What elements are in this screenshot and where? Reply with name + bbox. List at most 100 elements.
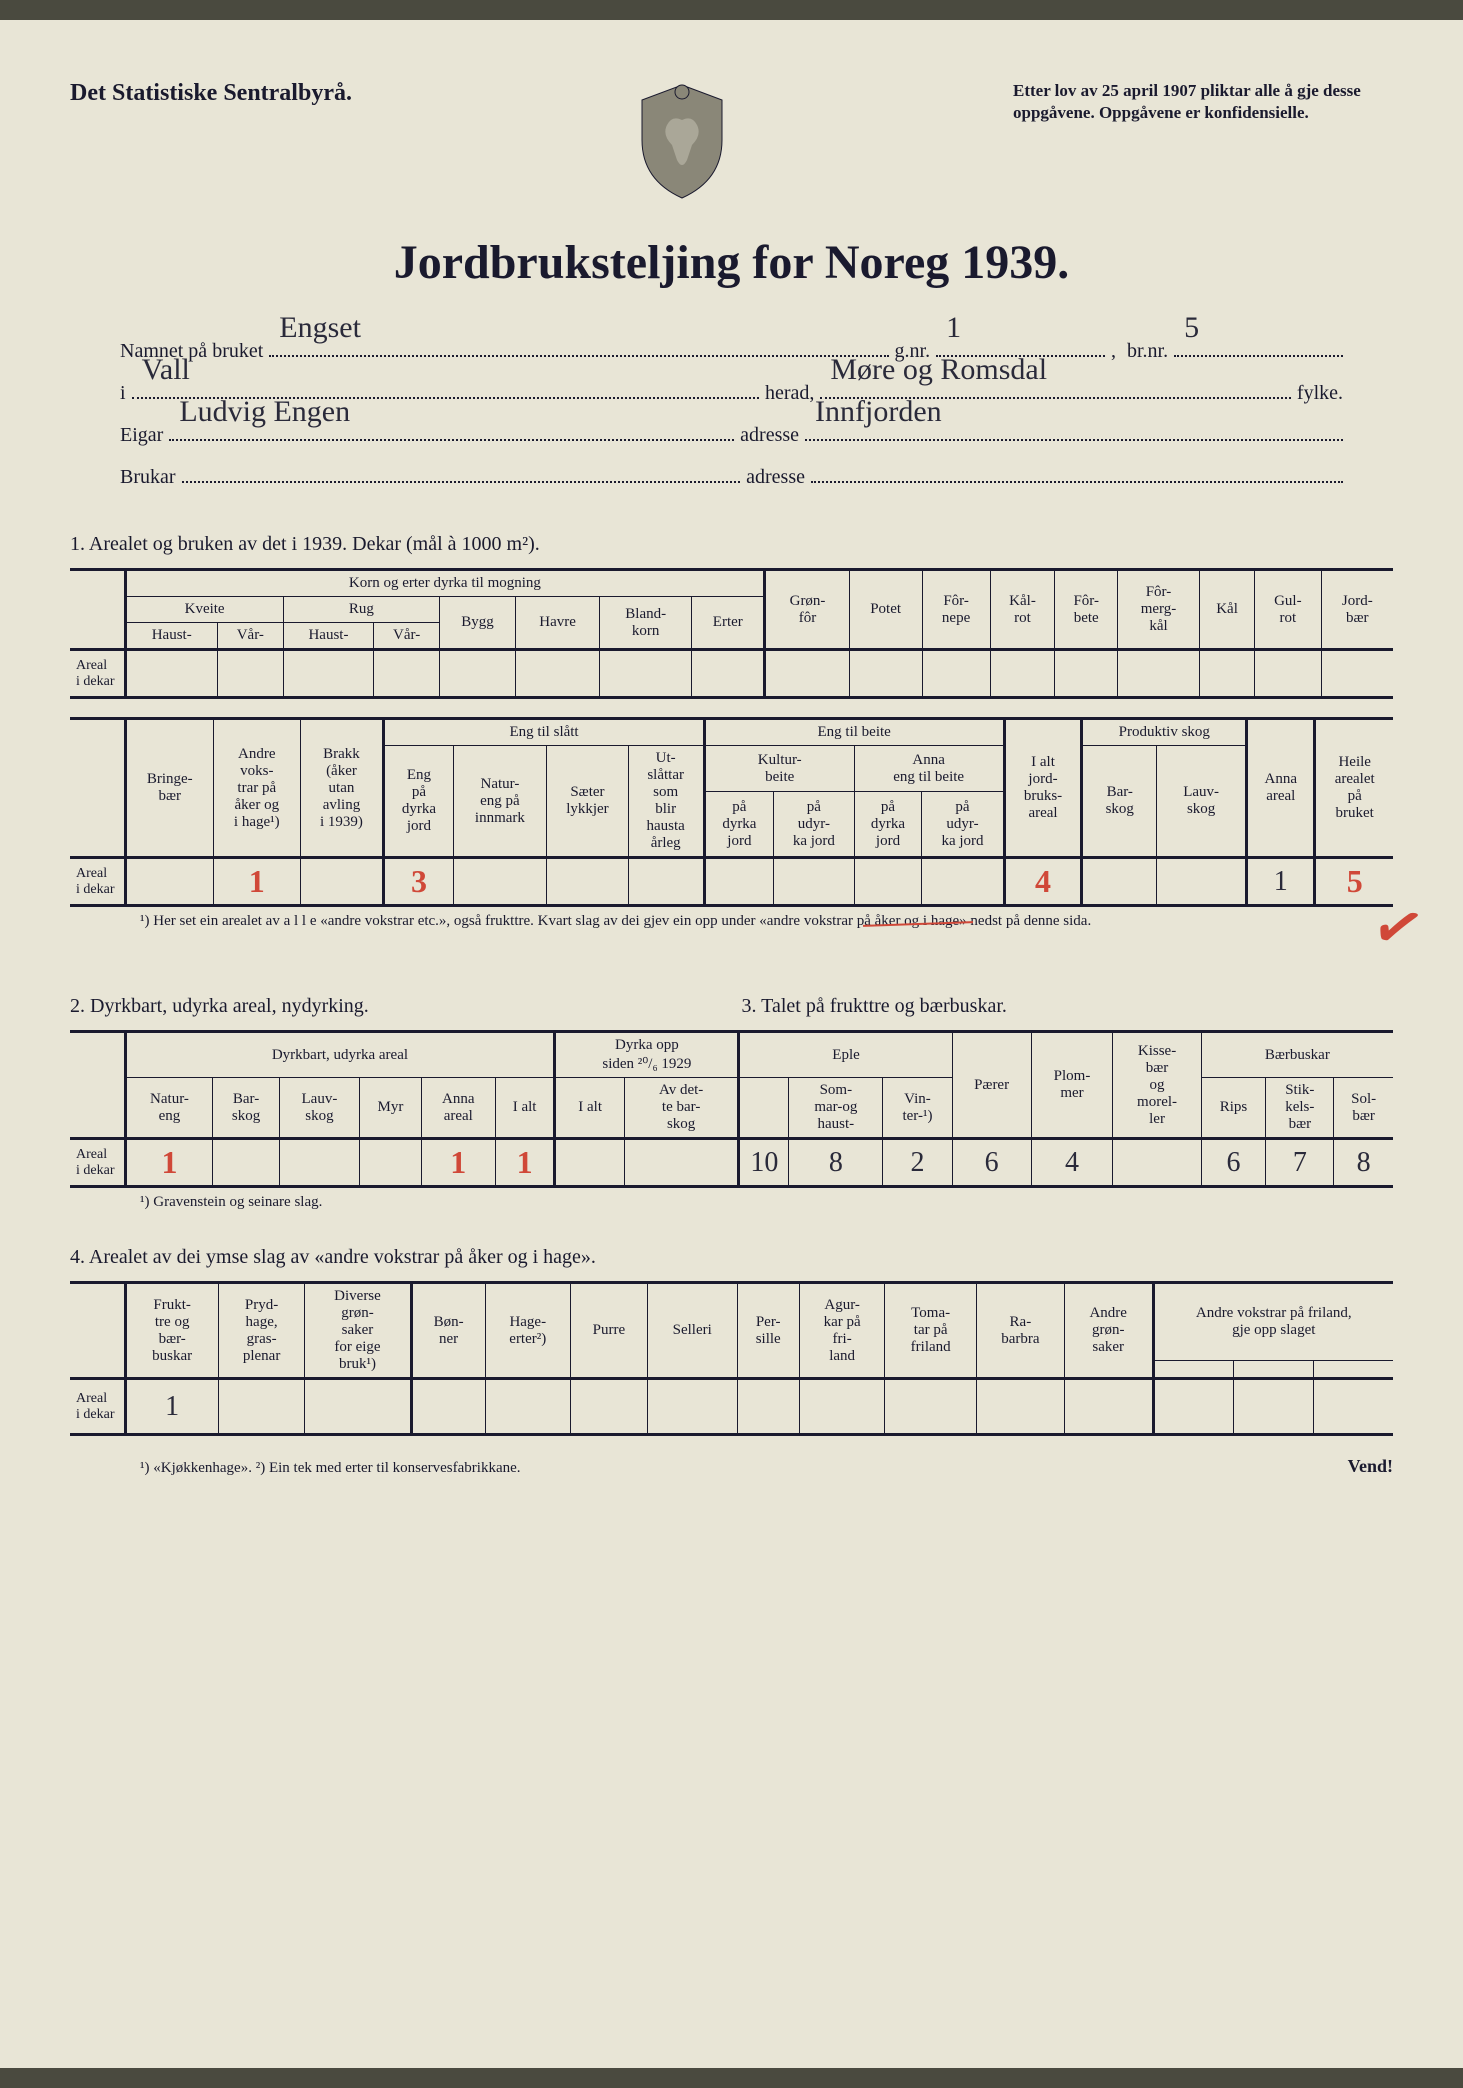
pa-dyrka2: pådyrkajord (854, 792, 922, 858)
plommer: Plom-mer (1031, 1032, 1113, 1139)
prod-skog: Produktiv skog (1082, 719, 1247, 746)
ialt-jord: I altjord-bruks-areal (1004, 719, 1082, 858)
kveite: Kveite (125, 597, 283, 623)
v3-plommer: 4 (1031, 1139, 1113, 1187)
dyrkbart-group: Dyrkbart, udyrka areal (125, 1032, 555, 1078)
v3-solbaer: 8 (1334, 1139, 1393, 1187)
rabarbra: Ra-barbra (976, 1283, 1064, 1379)
baerbuskar: Bærbuskar (1201, 1032, 1393, 1078)
erter: Erter (692, 597, 765, 650)
vend-label: Vend! (1348, 1456, 1393, 1477)
section4-footnote: ¹) «Kjøkkenhage». ²) Ein tek med erter t… (70, 1460, 521, 1477)
v3-rips: 6 (1201, 1139, 1266, 1187)
kulturbeite: Kultur-beite (704, 746, 854, 792)
andre-gron: Andregrøn-saker (1064, 1283, 1153, 1379)
var2: Vår- (374, 623, 440, 650)
section2-title: 2. Dyrkbart, udyrka areal, nydyrking. (70, 995, 722, 1018)
purre: Purre (571, 1283, 648, 1379)
census-form-page: Det Statistiske Sentralbyrå. Etter lov a… (0, 20, 1463, 2068)
eng-dyrka: Engpådyrkajord (384, 746, 453, 858)
anna-areal: Annaareal (1247, 719, 1315, 858)
kalrot: Kål-rot (990, 570, 1055, 650)
avdet: Av det-te bar-skog (624, 1078, 739, 1139)
andre-vokstrar: Andrevoks-trar pååker ogi hage¹) (213, 719, 300, 858)
blandkorn: Bland-korn (600, 597, 692, 650)
section1-title: 1. Arealet og bruken av det i 1939. Deka… (70, 533, 1393, 556)
jordbaer: Jord-bær (1321, 570, 1393, 650)
crest (632, 80, 732, 205)
section1-table-a: Korn og erter dyrka til mogning Grøn-fôr… (70, 568, 1393, 699)
frukttre: Frukt-tre ogbær-buskar (125, 1283, 218, 1379)
section1-table-b: Bringe-bær Andrevoks-trar pååker ogi hag… (70, 717, 1393, 907)
utslatt: Ut-slåttarsomblirhaustaårleg (628, 746, 704, 858)
rug: Rug (283, 597, 439, 623)
ialt-s2: I alt (495, 1078, 555, 1139)
brakk: Brakk(åkerutanavlingi 1939) (300, 719, 384, 858)
fylke-label: fylke. (1297, 372, 1343, 414)
vinter: Vin-ter-¹) (883, 1078, 952, 1139)
property-form: Namnet på bruket Engset g.nr. 1 , br.nr.… (70, 330, 1393, 498)
val-anna: 1 (1247, 858, 1315, 906)
fornepe: Fôr-nepe (922, 570, 990, 650)
val-engdyrka: 3 (384, 858, 453, 906)
pa-udyrka2: påudyr-ka jord (922, 792, 1004, 858)
pa-dyrka1: pådyrkajord (704, 792, 773, 858)
v3-vinter: 2 (883, 1139, 952, 1187)
org-name: Det Statistiske Sentralbyrå. (70, 80, 352, 107)
v3-total: 10 (739, 1139, 789, 1187)
haust1: Haust- (125, 623, 217, 650)
barskog1: Bar-skog (1082, 746, 1157, 858)
brukar-label: Brukar (120, 456, 176, 498)
eigar-label: Eigar (120, 414, 163, 456)
gulrot: Gul-rot (1255, 570, 1321, 650)
kisse: Kisse-bærogmorel-ler (1113, 1032, 1201, 1139)
v2-ialt: 1 (495, 1139, 555, 1187)
v2-anna: 1 (421, 1139, 495, 1187)
myr: Myr (360, 1078, 422, 1139)
adresse2-label: adresse (746, 456, 805, 498)
v2-natureng: 1 (125, 1139, 213, 1187)
anna-beite: Annaeng til beite (854, 746, 1004, 792)
havre: Havre (516, 597, 600, 650)
formergkal: Fôr-merg-kål (1118, 570, 1200, 650)
korn-group: Korn og erter dyrka til mogning (125, 570, 765, 597)
section1-footnote: ¹) Her set ein arealet av a l l e «andre… (70, 913, 1393, 930)
solbaer: Sol-bær (1334, 1078, 1393, 1139)
rips: Rips (1201, 1078, 1266, 1139)
sommar: Som-mar-oghaust- (789, 1078, 883, 1139)
paerer: Pærer (952, 1032, 1031, 1139)
i-label: i (120, 372, 126, 414)
adresse1-value: Innfjorden (815, 380, 942, 443)
forbete: Fôr-bete (1055, 570, 1118, 650)
rowlabel-4: Areali dekar (70, 1379, 125, 1435)
lauvskog2: Lauv-skog (279, 1078, 359, 1139)
ialt2: I alt (555, 1078, 625, 1139)
natureng: Natur-eng (125, 1078, 213, 1139)
section4-title: 4. Arealet av dei ymse slag av «andre vo… (70, 1246, 1393, 1269)
v3-stikkels: 7 (1266, 1139, 1334, 1187)
v3-sommar: 8 (789, 1139, 883, 1187)
natureng-inn: Natur-eng påinnmark (453, 746, 547, 858)
brnr-value: 5 (1184, 296, 1199, 359)
rowlabel-2: Areali dekar (70, 1139, 125, 1187)
stikkels: Stik-kels-bær (1266, 1078, 1334, 1139)
adresse1-label: adresse (740, 414, 799, 456)
brnr-label: br.nr. (1127, 330, 1168, 372)
anna2: Annaareal (421, 1078, 495, 1139)
bonner: Bøn-ner (411, 1283, 485, 1379)
andre-friland: Andre vokstrar på friland,gje opp slaget (1153, 1283, 1393, 1361)
heile: Heilearealetpåbruket (1315, 719, 1393, 858)
rowlabel-1b: Areali dekar (70, 858, 125, 906)
v3-paerer: 6 (952, 1139, 1031, 1187)
lauvskog1: Lauv-skog (1157, 746, 1247, 858)
val-andre: 1 (213, 858, 300, 906)
gronfor: Grøn-fôr (765, 570, 849, 650)
bygg: Bygg (440, 597, 516, 650)
haust2: Haust- (283, 623, 373, 650)
herad-label: herad, (765, 372, 814, 414)
section2-3-table: Dyrkbart, udyrka areal Dyrka oppsiden ²⁰… (70, 1030, 1393, 1188)
prydhage: Pryd-hage,gras-plenar (218, 1283, 305, 1379)
section3-title: 3. Talet på frukttre og bærbuskar. (722, 995, 1394, 1018)
potet: Potet (849, 570, 922, 650)
diverse: Diversegrøn-sakerfor eigebruk¹) (305, 1283, 411, 1379)
